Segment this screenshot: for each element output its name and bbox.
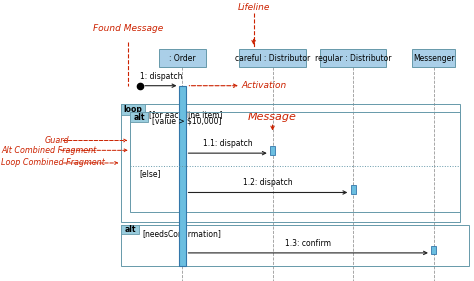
Text: : Order: : Order <box>169 54 196 63</box>
Text: careful : Distributor: careful : Distributor <box>235 54 310 63</box>
Bar <box>130 112 460 212</box>
Text: Loop Combined Fragment: Loop Combined Fragment <box>1 158 105 167</box>
Text: Message: Message <box>248 112 297 122</box>
Text: regular : Distributor: regular : Distributor <box>315 54 392 63</box>
Text: [needsConfirmation]: [needsConfirmation] <box>143 229 221 238</box>
Text: 1.2: dispatch: 1.2: dispatch <box>243 178 293 187</box>
Text: Found Message: Found Message <box>93 24 163 33</box>
Bar <box>239 49 306 67</box>
Text: Guard: Guard <box>45 136 70 145</box>
Text: [for each line item]: [for each line item] <box>149 110 223 119</box>
Text: Activation: Activation <box>242 81 287 90</box>
Text: loop: loop <box>123 105 142 114</box>
Bar <box>121 225 139 234</box>
Bar <box>159 49 206 67</box>
Text: 1.3: confirm: 1.3: confirm <box>285 239 331 248</box>
Bar <box>270 146 275 155</box>
Text: Messenger: Messenger <box>413 54 455 63</box>
Bar <box>130 112 148 122</box>
Text: 1: dispatch: 1: dispatch <box>140 72 182 81</box>
Text: Alt Combined Fragment: Alt Combined Fragment <box>1 146 96 155</box>
Bar <box>179 86 185 266</box>
Bar <box>320 49 386 67</box>
Text: alt: alt <box>134 112 145 122</box>
Bar <box>412 49 455 67</box>
Bar <box>121 104 145 115</box>
Bar <box>431 246 436 254</box>
Text: [else]: [else] <box>140 169 161 178</box>
Bar <box>121 225 469 266</box>
Bar <box>121 104 460 222</box>
Text: 1.1: dispatch: 1.1: dispatch <box>203 139 253 148</box>
Bar <box>351 185 356 194</box>
Text: alt: alt <box>124 225 136 234</box>
Text: [value > $10,000]: [value > $10,000] <box>152 117 222 126</box>
Text: Lifeline: Lifeline <box>237 3 270 12</box>
